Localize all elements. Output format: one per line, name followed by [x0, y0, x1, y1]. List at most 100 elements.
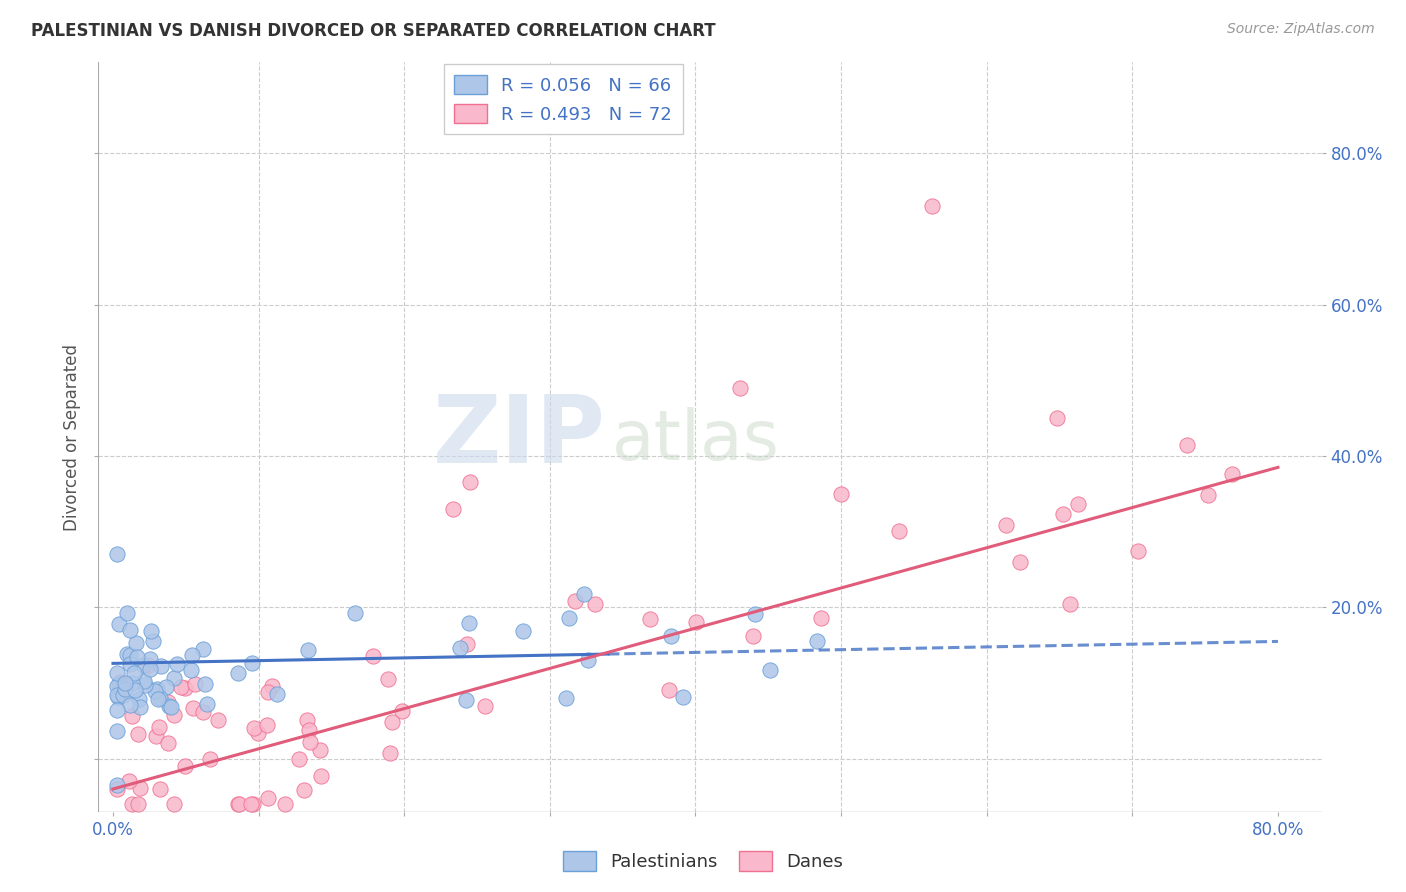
Point — [361, 648, 384, 663]
Point — [266, 687, 288, 701]
Point — [163, 671, 186, 685]
Point — [127, 797, 149, 812]
Point — [148, 720, 170, 734]
Point — [830, 487, 852, 501]
Point — [160, 700, 183, 714]
Text: PALESTINIAN VS DANISH DIVORCED OR SEPARATED CORRELATION CHART: PALESTINIAN VS DANISH DIVORCED OR SEPARA… — [31, 22, 716, 40]
Text: atlas: atlas — [612, 408, 780, 475]
Point — [658, 682, 681, 697]
Point — [226, 797, 249, 812]
Point — [512, 624, 534, 639]
Point — [105, 723, 128, 738]
Point — [685, 615, 707, 629]
Point — [309, 743, 332, 757]
Point — [139, 652, 162, 666]
Point — [124, 683, 146, 698]
Point — [288, 752, 311, 766]
Point — [138, 658, 160, 673]
Point — [181, 700, 204, 714]
Point — [127, 727, 149, 741]
Point — [889, 524, 911, 538]
Legend: R = 0.056   N = 66, R = 0.493   N = 72: R = 0.056 N = 66, R = 0.493 N = 72 — [443, 64, 683, 135]
Point — [125, 649, 148, 664]
Point — [274, 797, 297, 812]
Point — [458, 616, 481, 631]
Point — [256, 718, 278, 732]
Point — [377, 672, 399, 686]
Point — [257, 685, 280, 699]
Point — [640, 612, 662, 626]
Point — [105, 548, 128, 562]
Point — [139, 624, 162, 638]
Point — [108, 617, 131, 632]
Point — [242, 797, 264, 812]
Text: Source: ZipAtlas.com: Source: ZipAtlas.com — [1227, 22, 1375, 37]
Point — [129, 700, 152, 714]
Point — [157, 698, 180, 713]
Point — [125, 636, 148, 650]
Point — [292, 783, 315, 797]
Point — [1059, 597, 1081, 611]
Y-axis label: Divorced or Separated: Divorced or Separated — [63, 343, 82, 531]
Point — [118, 698, 141, 712]
Point — [118, 648, 141, 662]
Point — [806, 633, 828, 648]
Point — [583, 597, 606, 611]
Point — [1010, 555, 1032, 569]
Point — [1197, 488, 1219, 502]
Point — [309, 769, 332, 783]
Point — [145, 729, 167, 743]
Point — [121, 676, 143, 690]
Point — [564, 594, 586, 608]
Point — [378, 746, 401, 760]
Point — [146, 692, 169, 706]
Point — [243, 721, 266, 735]
Point — [474, 698, 496, 713]
Point — [146, 682, 169, 697]
Point — [105, 703, 128, 717]
Point — [672, 690, 695, 705]
Point — [456, 693, 478, 707]
Point — [240, 656, 263, 670]
Point — [195, 697, 218, 711]
Point — [143, 684, 166, 698]
Point — [114, 676, 136, 690]
Point — [180, 648, 202, 662]
Point — [460, 475, 482, 490]
Point — [297, 723, 319, 738]
Point — [456, 637, 478, 651]
Point — [659, 629, 682, 643]
Point — [381, 714, 404, 729]
Point — [191, 706, 214, 720]
Text: ZIP: ZIP — [433, 391, 606, 483]
Point — [105, 688, 128, 702]
Point — [558, 611, 581, 625]
Point — [118, 773, 141, 788]
Point — [114, 682, 136, 697]
Point — [134, 678, 156, 692]
Point — [129, 780, 152, 795]
Point — [156, 737, 179, 751]
Point — [184, 676, 207, 690]
Point — [1126, 544, 1149, 558]
Point — [1067, 497, 1090, 511]
Legend: Palestinians, Danes: Palestinians, Danes — [555, 844, 851, 879]
Point — [122, 665, 145, 680]
Point — [115, 606, 138, 620]
Point — [121, 797, 143, 812]
Point — [163, 797, 186, 812]
Point — [170, 680, 193, 694]
Point — [1046, 411, 1069, 425]
Point — [1175, 437, 1198, 451]
Point — [155, 681, 177, 695]
Point — [128, 692, 150, 706]
Point — [132, 673, 155, 688]
Point — [163, 707, 186, 722]
Point — [108, 677, 131, 691]
Point — [449, 641, 471, 656]
Point — [166, 657, 188, 671]
Point — [810, 610, 832, 624]
Point — [111, 688, 134, 702]
Point — [1052, 508, 1074, 522]
Point — [142, 633, 165, 648]
